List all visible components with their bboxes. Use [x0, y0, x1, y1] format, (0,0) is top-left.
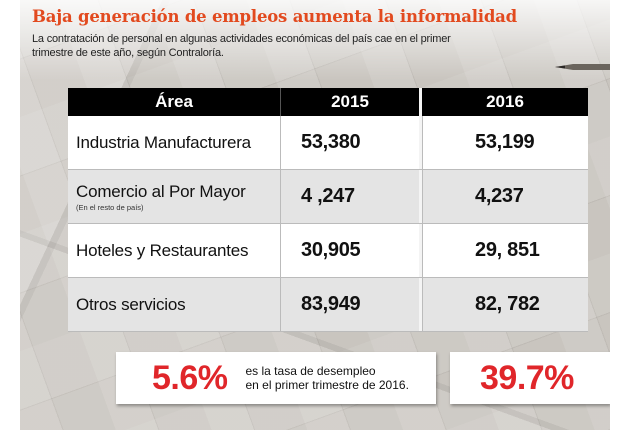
- caption-line-1: es la tasa de desempleo: [245, 364, 376, 378]
- value-2016: 82, 782: [475, 293, 540, 315]
- header-area: Área: [68, 88, 280, 116]
- unemployment-caption: es la tasa de desempleo en el primer tri…: [246, 364, 409, 392]
- value-2015: 4 ,247: [301, 185, 355, 207]
- area-label: Hoteles y Restaurantes: [76, 240, 249, 260]
- area-cell: Industria Manufacturera: [68, 116, 280, 169]
- column-separator: [419, 278, 422, 331]
- caption-line-2: en el primer trimestre de 2016.: [245, 378, 409, 392]
- value-2015: 53,380: [301, 131, 361, 153]
- header-2015: 2015: [280, 88, 419, 116]
- background-fade: [20, 0, 610, 80]
- area-label: Otros servicios: [76, 294, 186, 314]
- area-note: (En el resto de país): [76, 202, 144, 212]
- table-header: Área 2015 2016: [68, 88, 588, 116]
- value-2016: 53,199: [475, 131, 535, 153]
- value-2016-cell: 4,237: [422, 170, 588, 223]
- value-2015-cell: 30,905: [280, 224, 419, 277]
- value-2015: 83,949: [301, 293, 361, 315]
- value-2016: 4,237: [475, 185, 524, 207]
- area-cell: Hoteles y Restaurantes: [68, 224, 280, 277]
- value-2015-cell: 53,380: [280, 116, 419, 169]
- column-separator: [419, 116, 422, 169]
- area-cell: Comercio al Por Mayor (En el resto de pa…: [68, 170, 280, 223]
- value-2015-cell: 4 ,247: [280, 170, 419, 223]
- value-2015: 30,905: [301, 239, 361, 261]
- infographic: Baja generación de empleos aumenta la in…: [20, 0, 610, 430]
- subheadline: La contratación de personal en algunas a…: [32, 33, 451, 59]
- column-separator: [419, 88, 422, 116]
- header-2016: 2016: [422, 88, 588, 116]
- secondary-stat-box: 39.7%: [450, 352, 610, 404]
- secondary-rate: 39.7%: [480, 358, 574, 397]
- unemployment-rate: 5.6%: [152, 358, 228, 397]
- area-label: Industria Manufacturera: [76, 132, 251, 152]
- headline: Baja generación de empleos aumenta la in…: [32, 7, 518, 26]
- value-2016-cell: 29, 851: [422, 224, 588, 277]
- table-row: Comercio al Por Mayor (En el resto de pa…: [68, 170, 588, 224]
- table-row: Industria Manufacturera 53,380 53,199: [68, 116, 588, 170]
- area-cell: Otros servicios: [68, 278, 280, 331]
- value-2016-cell: 53,199: [422, 116, 588, 169]
- employment-table: Área 2015 2016 Industria Manufacturera 5…: [68, 88, 588, 332]
- table-row: Otros servicios 83,949 82, 782: [68, 278, 588, 332]
- area-label: Comercio al Por Mayor: [76, 181, 246, 201]
- column-separator: [419, 170, 422, 223]
- value-2016: 29, 851: [475, 239, 540, 261]
- unemployment-stat-box: 5.6% es la tasa de desempleo en el prime…: [116, 352, 436, 404]
- value-2016-cell: 82, 782: [422, 278, 588, 331]
- column-separator: [419, 224, 422, 277]
- table-row: Hoteles y Restaurantes 30,905 29, 851: [68, 224, 588, 278]
- value-2015-cell: 83,949: [280, 278, 419, 331]
- pencil-icon: [555, 64, 610, 70]
